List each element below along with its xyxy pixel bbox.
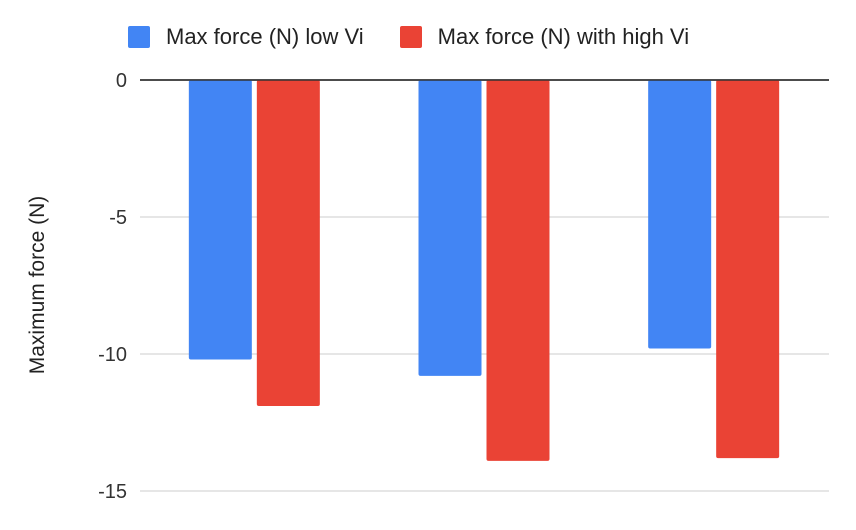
y-tick-label: 0 [116, 70, 127, 92]
legend-item-low-vi: Max force (N) low Vi [128, 24, 364, 50]
y-tick-label: -10 [98, 344, 127, 366]
bar-low-vi-2 [418, 80, 482, 376]
legend-label-low-vi: Max force (N) low Vi [166, 24, 364, 49]
y-tick-label: -5 [109, 207, 127, 229]
bar-high-vi-2 [486, 80, 550, 461]
legend-label-high-vi: Max force (N) with high Vi [437, 24, 690, 49]
legend-swatch-low-vi [128, 26, 150, 48]
legend: Max force (N) low Vi Max force (N) with … [128, 24, 725, 50]
bar-low-vi-3 [648, 80, 712, 349]
legend-swatch-high-vi [399, 26, 422, 48]
bar-high-vi-1 [256, 80, 320, 407]
y-tick-label: -15 [98, 481, 127, 503]
bar-high-vi-3 [716, 80, 780, 459]
bar-low-vi-1 [188, 80, 252, 360]
legend-item-high-vi: Max force (N) with high Vi [399, 24, 690, 50]
